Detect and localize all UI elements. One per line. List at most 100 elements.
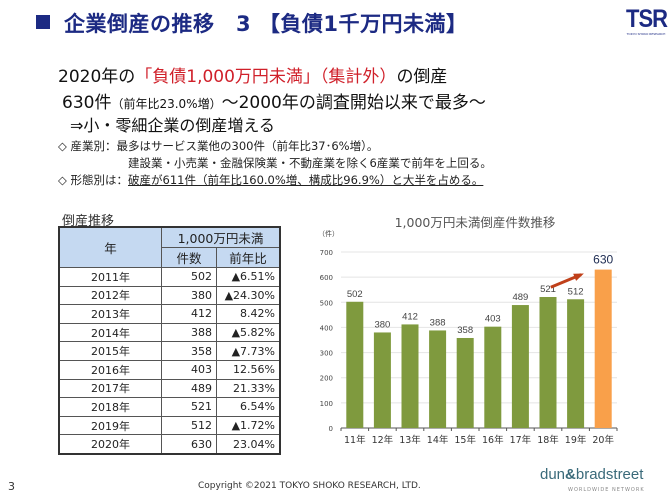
cell-year: 2017年 [58, 378, 162, 399]
cell-change: 21.33% [216, 378, 281, 399]
data-label: 403 [485, 314, 501, 325]
y-tick-label: 400 [320, 324, 333, 332]
summary-prefix: 2020年の [58, 67, 136, 87]
cell-count: 358 [161, 341, 217, 361]
bar-20年 [594, 269, 612, 428]
x-tick-label: 15年 [454, 434, 476, 446]
summary-line-2: 630件（前年比23.0%増）～2000年の調査開始以来で最多～ [62, 88, 486, 113]
data-label: 412 [402, 311, 418, 322]
tsr-logo: TSR TOKYO SHOKO RESEARCH [626, 4, 668, 36]
cell-change: 6.54% [216, 397, 281, 417]
bar-15年 [456, 337, 474, 428]
cell-count: 403 [161, 359, 217, 380]
summary-line-1: 2020年の「負債1,000万円未満」（集計外）の倒産 [58, 62, 447, 87]
cell-change: ▲24.30% [216, 285, 281, 306]
cell-year: 2015年 [58, 341, 162, 361]
summary-line-3: ⇒小・零細企業の倒産増える [70, 116, 275, 135]
y-tick-label: 100 [320, 400, 333, 408]
summary-suffix: の倒産 [396, 67, 448, 87]
table-title: 倒産推移 [62, 214, 115, 229]
bullet-industry-label: ◇ 産業別： [58, 139, 117, 153]
cell-count: 512 [161, 415, 217, 436]
logo-bradstreet: bradstreet [575, 466, 644, 483]
square-bullet-icon [36, 15, 50, 29]
data-label: 630 [593, 253, 613, 267]
tsr-logo-text: TSR [626, 4, 668, 33]
page-title: 企業倒産の推移 3 【負債1千万円未満】 [36, 8, 468, 38]
data-label: 380 [374, 319, 390, 330]
bar-17年 [511, 305, 529, 428]
page-title-text: 企業倒産の推移 3 【負債1千万円未満】 [64, 12, 468, 36]
bullet-form: ◇ 形態別は：破産が611件（前年比160.0%増、構成比96.9%）と大半を占… [58, 172, 483, 188]
header-change: 前年比 [216, 247, 281, 268]
x-tick-label: 13年 [399, 434, 421, 446]
cell-year: 2013年 [58, 304, 162, 324]
cell-count: 380 [161, 285, 217, 306]
bar-14年 [429, 330, 447, 428]
table-row: 2012年 380 ▲24.30% [58, 285, 281, 306]
cell-count: 489 [161, 378, 217, 399]
table-row: 2013年 412 8.42% [58, 304, 281, 324]
annotation-arrow-head-icon [573, 273, 584, 281]
y-tick-label: 600 [320, 274, 333, 282]
y-tick-label: 700 [320, 249, 333, 257]
bar-18年 [539, 297, 557, 428]
table-row: 2018年 521 6.54% [58, 397, 281, 417]
summary-change: （前年比23.0%増） [111, 97, 222, 111]
y-tick-label: 0 [329, 425, 333, 433]
bar-13年 [401, 324, 419, 428]
data-label: 502 [347, 289, 363, 300]
table-row: 2015年 358 ▲7.73% [58, 341, 281, 361]
cell-count: 412 [161, 304, 217, 324]
bar-19年 [567, 299, 585, 428]
bar-11年 [346, 301, 364, 428]
logo-dun: dun [540, 466, 566, 483]
dun-bradstreet-logo: dun&bradstreet [540, 466, 643, 483]
summary-note: ～2000年の調査開始以来で最多～ [221, 93, 486, 113]
header-count: 件数 [161, 247, 217, 268]
cell-count: 502 [161, 267, 217, 287]
data-label: 512 [568, 286, 584, 297]
cell-change: ▲6.51% [216, 267, 281, 287]
data-label: 388 [430, 317, 446, 328]
tsr-logo-sub: TOKYO SHOKO RESEARCH [626, 32, 666, 36]
cell-count: 388 [161, 322, 217, 343]
summary-highlight: 「負債1,000万円未満」（集計外） [135, 67, 397, 87]
table-row: 2011年 502 ▲6.51% [58, 267, 281, 287]
y-tick-label: 500 [320, 299, 333, 307]
cell-change: ▲7.73% [216, 341, 281, 361]
bullet-industry-text-2: 建設業・小売業・金融保険業・不動産業を除く6産業で前年を上回る。 [128, 156, 492, 170]
chart-unit-label: （件） [318, 230, 339, 238]
bar-12年 [373, 332, 391, 428]
cell-count: 630 [161, 434, 217, 455]
cell-change: ▲1.72% [216, 415, 281, 436]
bullet-industry-text: 最多はサービス業他の300件（前年比37･6%増）。 [116, 139, 379, 153]
logo-sub: WORLDWIDE NETWORK [568, 487, 645, 493]
cell-year: 2012年 [58, 285, 162, 306]
logo-amp: & [565, 466, 576, 483]
cell-year: 2019年 [58, 415, 162, 436]
cell-year: 2016年 [58, 359, 162, 380]
cell-count: 521 [161, 397, 217, 417]
table-row: 2020年 630 23.04% [58, 434, 281, 455]
cell-change: 12.56% [216, 359, 281, 380]
x-tick-label: 19年 [565, 434, 587, 446]
x-tick-label: 20年 [592, 434, 614, 446]
cell-year: 2018年 [58, 397, 162, 417]
bar-16年 [484, 326, 502, 428]
data-label: 358 [457, 325, 473, 336]
summary-count: 630件 [62, 93, 112, 113]
cell-year: 2020年 [58, 434, 162, 455]
x-tick-label: 12年 [372, 434, 394, 446]
table-row: 2019年 512 ▲1.72% [58, 415, 281, 436]
bar-chart: 0 100 200 300 400 500 600 700 502 11年 380 12年 412 13年… [320, 249, 618, 446]
bankruptcy-table: 年 1,000万円未満 件数 前年比 2011年 502 ▲6.51% 2012年 38… [58, 226, 281, 455]
cell-change: ▲5.82% [216, 322, 281, 343]
cell-year: 2014年 [58, 322, 162, 343]
x-tick-label: 16年 [482, 434, 504, 446]
x-tick-label: 17年 [510, 434, 532, 446]
cell-change: 23.04% [216, 434, 281, 455]
data-label: 489 [512, 292, 528, 303]
copyright-text: Copyright ©2021 TOKYO SHOKO RESEARCH, LT… [198, 481, 421, 491]
header-year: 年 [58, 226, 162, 268]
